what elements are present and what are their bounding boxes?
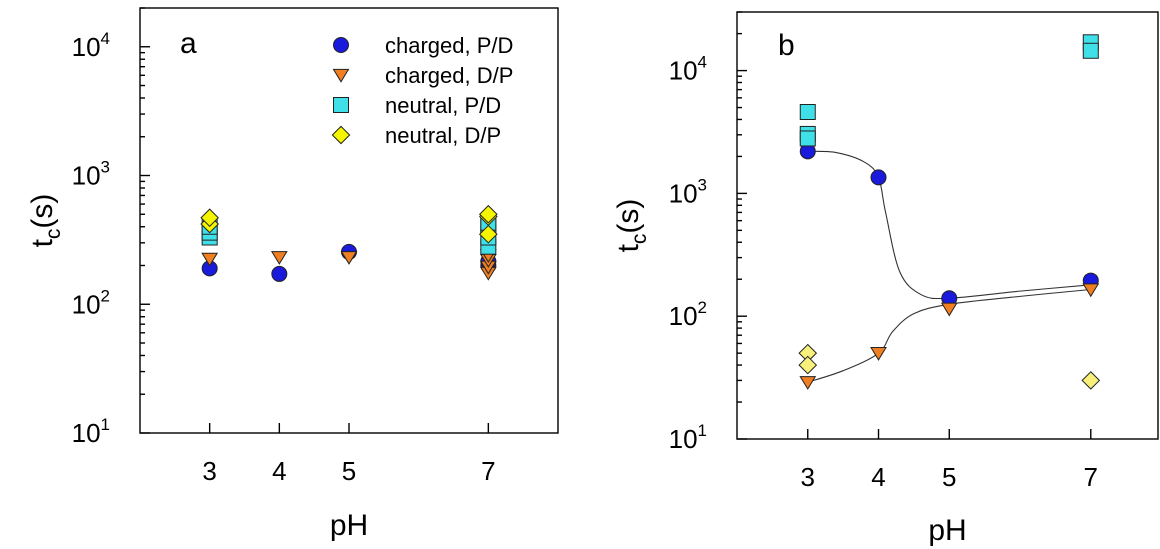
series-neutral-d-p	[798, 343, 1101, 390]
y-tick-label: 104	[669, 53, 707, 86]
legend: charged, P/D charged, D/P neutral, P/D neut…	[331, 33, 513, 148]
x-tick-label: 4	[272, 456, 286, 486]
x-axis-label: pH	[928, 514, 966, 547]
data-point	[201, 252, 219, 267]
panel-letter: a	[180, 27, 197, 60]
data-point	[1082, 42, 1099, 59]
data-point	[799, 104, 816, 121]
series-neutral-d-p	[200, 204, 498, 244]
legend-marker	[333, 37, 349, 53]
data-point	[340, 251, 358, 265]
data-point	[940, 302, 958, 317]
fit-curve	[807, 288, 1091, 383]
series-neutral-p-d	[799, 34, 1099, 147]
x-tick-label: 3	[801, 462, 815, 492]
legend-label: charged, P/D	[385, 33, 513, 58]
data-point	[799, 130, 816, 147]
panel-letter: b	[778, 29, 795, 62]
series-charged-d-p	[201, 249, 497, 281]
data-point	[1082, 283, 1100, 298]
data-point	[270, 251, 288, 265]
legend-marker	[331, 125, 351, 145]
series-charged-d-p	[799, 283, 1100, 390]
y-tick-label: 103	[669, 175, 707, 208]
y-tick-label: 102	[72, 286, 110, 319]
data-point	[1081, 371, 1101, 390]
legend-label: neutral, P/D	[385, 93, 501, 118]
legend-label: neutral, D/P	[385, 123, 501, 148]
data-point	[271, 265, 288, 282]
x-tick-label: 5	[942, 462, 956, 492]
data-point	[870, 169, 887, 186]
data-point	[799, 376, 817, 390]
y-tick-label: 101	[669, 421, 707, 454]
panel-b: 101 102 103 104 3 4 5 7 pH tc(s) b	[612, 11, 1159, 547]
x-tick-label: 7	[481, 456, 495, 486]
y-tick-label: 102	[669, 298, 707, 331]
fit-curve	[807, 150, 1091, 300]
data-point	[200, 208, 219, 228]
x-axis-label: pH	[330, 509, 368, 542]
data-point	[870, 347, 887, 361]
legend-label: charged, D/P	[385, 63, 513, 88]
x-tick-label: 4	[871, 462, 885, 492]
y-tick-label: 104	[72, 29, 110, 62]
legend-marker	[333, 97, 349, 113]
y-tick-label: 101	[72, 415, 110, 448]
series-charged-p-d	[799, 143, 1099, 307]
y-tick-label: 103	[72, 158, 110, 191]
data-point	[798, 355, 818, 375]
data-point	[479, 204, 498, 224]
data-point	[479, 224, 498, 244]
y-axis-label: tc(s)	[26, 194, 65, 248]
plot-frame	[736, 11, 1159, 440]
legend-marker	[332, 68, 350, 83]
x-tick-label: 3	[202, 456, 216, 486]
y-axis-label: tc(s)	[612, 199, 651, 253]
x-tick-label: 5	[342, 456, 356, 486]
x-tick-label: 7	[1084, 462, 1098, 492]
